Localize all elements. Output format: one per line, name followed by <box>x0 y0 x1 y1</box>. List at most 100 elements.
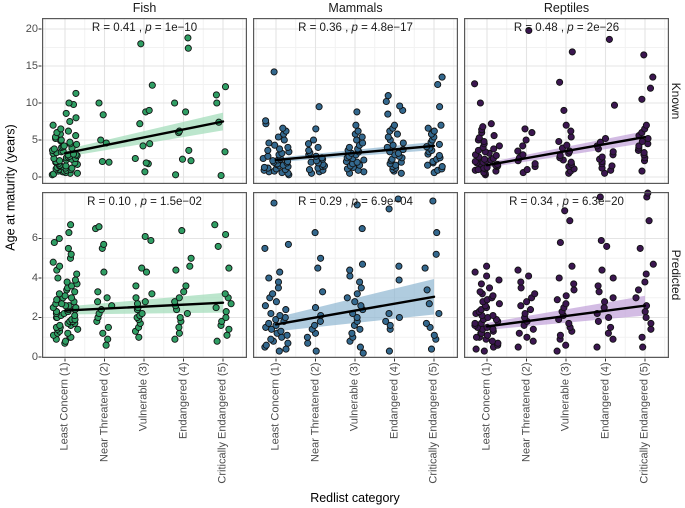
data-point <box>71 276 79 284</box>
data-point <box>395 313 403 322</box>
data-point <box>94 288 102 296</box>
data-point <box>64 127 72 135</box>
data-points <box>259 68 446 179</box>
data-point <box>432 250 440 258</box>
gridlines <box>464 18 669 184</box>
stat-annotation: R = 0.10 , p = 1.5e−02 <box>87 196 202 208</box>
data-point <box>608 162 616 170</box>
data-point <box>274 284 282 292</box>
data-point <box>73 270 81 278</box>
y-tick-label: 5 <box>31 133 38 146</box>
data-point <box>521 125 529 133</box>
data-point <box>438 73 446 81</box>
data-point <box>74 325 82 333</box>
data-point <box>609 148 617 156</box>
data-point <box>523 333 531 341</box>
x-tick-label: Endangered (4) <box>177 362 189 439</box>
data-points <box>261 195 443 357</box>
data-point <box>395 262 403 270</box>
panel-svg-mammals-predicted <box>253 192 459 362</box>
data-point <box>212 304 220 312</box>
data-point <box>175 323 183 331</box>
data-point <box>395 276 403 284</box>
y-tick-label: 0 <box>31 170 38 183</box>
data-point <box>132 282 140 290</box>
data-point <box>394 195 402 203</box>
data-point <box>358 260 367 268</box>
data-point <box>570 280 578 288</box>
data-point <box>283 331 291 339</box>
data-point <box>517 302 525 310</box>
data-point <box>556 331 564 339</box>
panel-svg-reptiles-predicted <box>464 189 670 362</box>
data-point <box>570 286 578 294</box>
data-point <box>221 148 229 156</box>
panel-fish-known: R = 0.41 , p = 1e−10 <box>38 18 248 185</box>
data-point <box>272 315 280 324</box>
data-point <box>279 124 287 132</box>
data-point <box>314 143 322 151</box>
data-point <box>148 290 156 298</box>
data-point <box>385 205 393 213</box>
data-point <box>141 168 149 176</box>
data-point <box>356 278 364 286</box>
data-point <box>183 309 191 318</box>
data-point <box>603 242 611 250</box>
data-point <box>346 266 354 274</box>
data-point <box>565 319 573 327</box>
data-point <box>100 240 108 248</box>
data-point <box>632 294 640 302</box>
data-point <box>227 300 235 308</box>
data-point <box>56 321 64 329</box>
data-point <box>515 329 523 337</box>
data-point <box>275 145 284 153</box>
data-point <box>275 347 283 355</box>
data-point <box>529 325 537 333</box>
data-point <box>222 313 230 322</box>
data-point <box>72 89 80 97</box>
data-point <box>175 294 183 302</box>
data-point <box>67 221 75 229</box>
data-point <box>178 227 186 235</box>
data-point <box>598 153 606 161</box>
data-point <box>471 319 479 327</box>
data-point <box>435 140 443 148</box>
x-tick-label: Critically Endangered (5) <box>427 362 440 484</box>
data-point <box>430 127 438 135</box>
data-point <box>73 169 81 177</box>
data-point <box>526 306 535 314</box>
gridlines <box>42 192 247 358</box>
x-tick-label: Vulnerable (3) <box>559 362 572 432</box>
data-point <box>525 26 533 35</box>
data-point <box>49 121 57 129</box>
data-point <box>523 166 531 174</box>
data-point <box>315 103 323 111</box>
data-point <box>604 329 612 337</box>
panel-border <box>42 192 248 359</box>
data-point <box>479 123 487 131</box>
data-point <box>95 223 103 231</box>
data-point <box>182 108 190 116</box>
x-tick-label: Endangered (4) <box>388 362 400 439</box>
data-point <box>102 341 110 349</box>
data-point <box>605 313 613 322</box>
data-point <box>385 347 393 355</box>
data-point <box>319 288 327 296</box>
data-point <box>471 80 479 88</box>
data-point <box>523 298 531 306</box>
stat-annotation: R = 0.29 , p = 6.9e−04 <box>298 196 413 208</box>
data-point <box>358 225 366 233</box>
data-point <box>483 272 491 280</box>
data-point <box>487 120 495 128</box>
data-point <box>221 290 229 298</box>
data-point <box>99 329 107 337</box>
data-point <box>567 127 575 135</box>
data-point <box>303 333 311 341</box>
data-point <box>477 280 485 288</box>
data-point <box>642 313 650 322</box>
data-point <box>555 274 563 282</box>
data-point <box>396 102 404 110</box>
data-point <box>343 294 351 302</box>
data-point <box>649 260 657 268</box>
data-point <box>358 133 366 141</box>
